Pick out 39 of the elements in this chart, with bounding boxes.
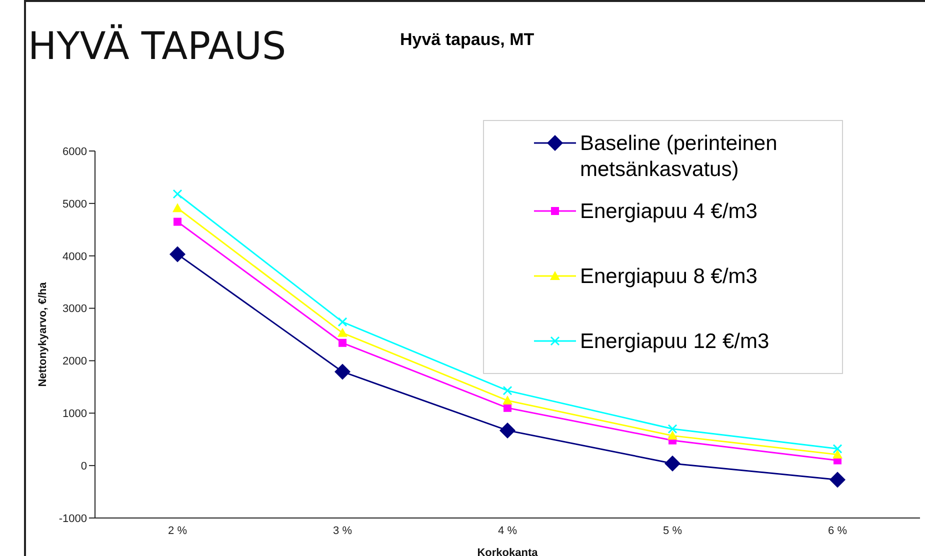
x-axis-title: Korkokanta [477,547,539,556]
chart-subtitle: Hyvä tapaus, MT [400,30,534,50]
chart-title: HYVÄ TAPAUS [28,24,286,68]
point [338,338,346,347]
legend-label: Energiapuu 4 €/m3 [580,199,758,225]
point [338,317,348,327]
point [832,450,842,459]
y-tick-label: 4000 [62,250,87,263]
point [172,203,182,212]
legend-label: Energiapuu 12 €/m3 [580,329,770,355]
point [172,189,182,199]
x-tick-label: 6 % [828,524,848,537]
point [832,444,842,454]
point [174,218,182,226]
y-axis-title: Nettonykyarvo, €/ha [36,281,49,387]
point [504,404,512,412]
point [668,424,678,434]
x-tick-label: 2 % [168,524,188,537]
point [502,396,512,405]
y-tick-label: 2000 [62,356,87,368]
y-tick-label: -1000 [58,512,87,525]
point [830,472,846,488]
point [664,455,680,472]
y-tick-label: 0 [80,460,87,472]
point [170,246,186,262]
y-tick-label: 6000 [62,146,87,158]
point [334,364,350,380]
x-tick-label: 3 % [333,524,352,537]
point [502,386,512,396]
legend-label: Energiapuu 8 €/m3 [580,264,758,290]
y-tick-label: 3000 [62,303,87,316]
point [500,422,516,438]
y-tick-label: 5000 [62,198,87,210]
point [668,430,678,440]
point [338,328,348,337]
x-tick-label: 5 % [663,524,682,537]
legend-label: Baseline (perinteinen metsänkasvatus) [580,131,778,183]
x-tick-label: 4 % [498,524,518,537]
y-tick-label: 1000 [62,408,87,420]
